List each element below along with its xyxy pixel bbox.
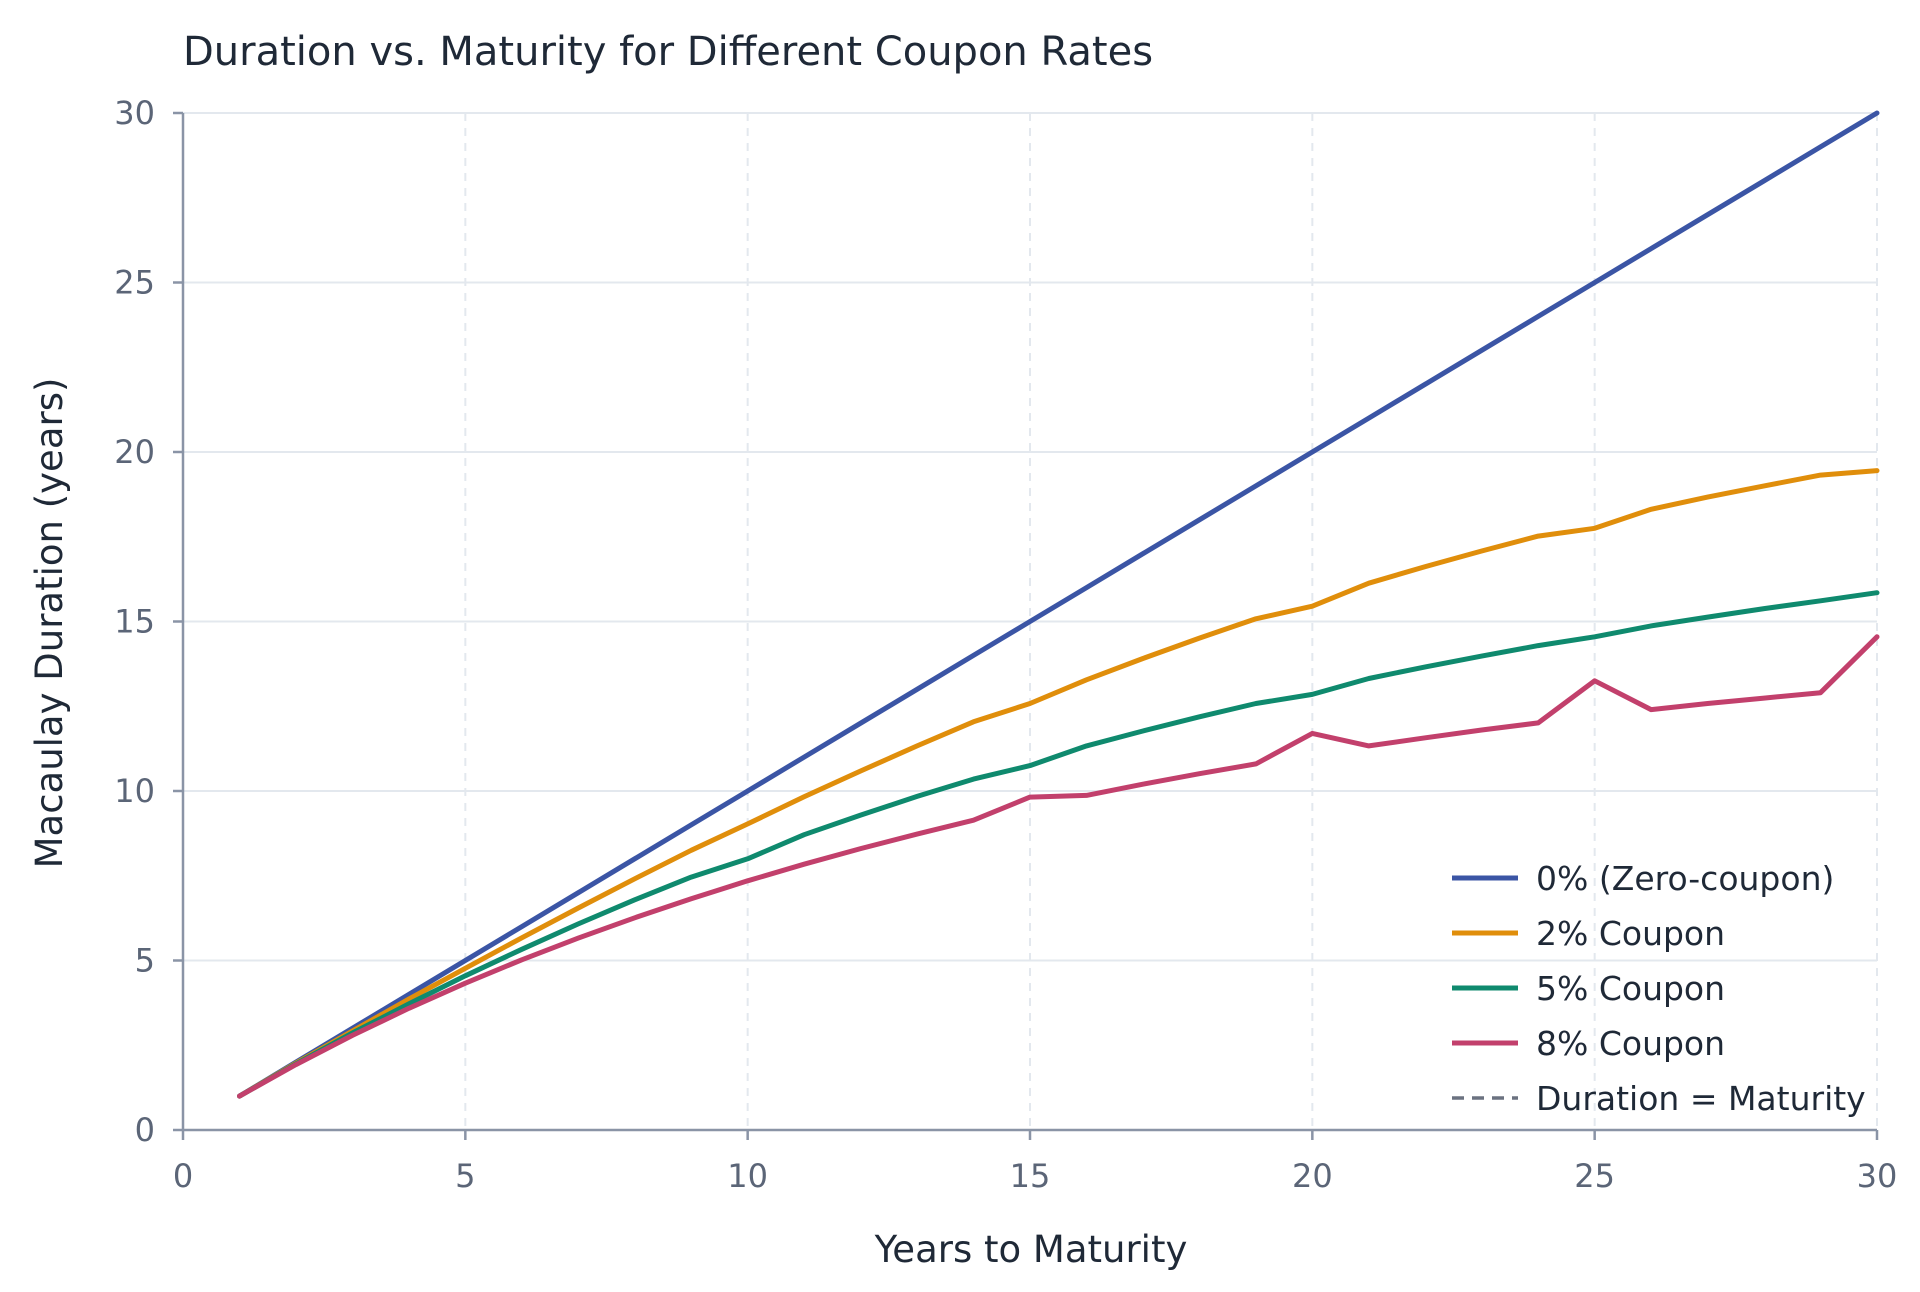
grid <box>183 112 1878 1130</box>
y-tick-label: 15 <box>114 603 155 641</box>
axes <box>173 111 1879 1140</box>
legend: 0% (Zero-coupon) 2% Coupon 5% Coupon 8% Cou… <box>1452 859 1866 1118</box>
y-tick-label: 5 <box>135 942 155 980</box>
series-line-1 <box>237 468 1880 1099</box>
legend-label: 5% Coupon <box>1536 969 1725 1008</box>
series-line-2 <box>237 590 1880 1099</box>
x-tick-label: 25 <box>1574 1157 1615 1195</box>
x-tick-label: 30 <box>1857 1157 1898 1195</box>
y-tick-label: 25 <box>114 264 155 302</box>
y-tick-label: 20 <box>114 433 155 471</box>
legend-label: 0% (Zero-coupon) <box>1536 859 1834 898</box>
y-axis-label: Macaulay Duration (years) <box>28 378 71 869</box>
x-tick-label: 10 <box>727 1157 768 1195</box>
y-tick-label: 30 <box>114 94 155 132</box>
legend-label: Duration = Maturity <box>1536 1079 1866 1118</box>
y-tick-label: 10 <box>114 772 155 810</box>
x-axis-label: Years to Maturity <box>874 1228 1188 1271</box>
x-tick-label: 0 <box>173 1157 193 1195</box>
legend-label: 2% Coupon <box>1536 914 1725 953</box>
chart-title: Duration vs. Maturity for Different Coup… <box>183 29 1153 75</box>
legend-label: 8% Coupon <box>1536 1024 1725 1063</box>
series-line-0 <box>237 110 1880 1099</box>
series-lines <box>237 110 1880 1099</box>
x-tick-label: 20 <box>1292 1157 1333 1195</box>
tick-labels: 0 5 10 15 20 25 30 0 5 10 15 20 25 30 <box>114 94 1897 1195</box>
x-tick-label: 15 <box>1010 1157 1051 1195</box>
y-tick-label: 0 <box>135 1111 155 1149</box>
x-tick-label: 5 <box>455 1157 475 1195</box>
series-line-3 <box>237 634 1880 1099</box>
